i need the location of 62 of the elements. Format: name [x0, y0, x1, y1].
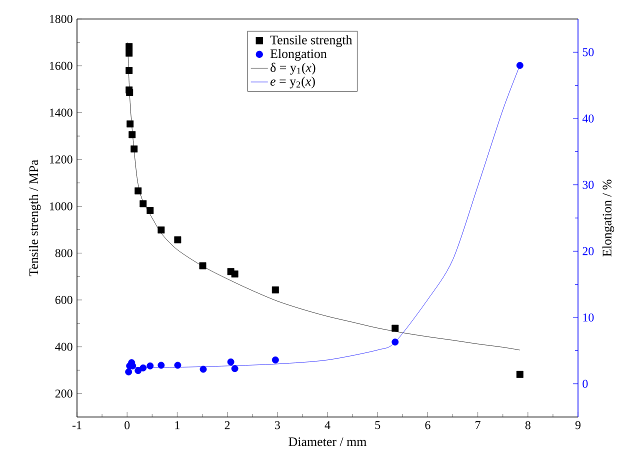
- point: [158, 362, 165, 369]
- point: [140, 364, 147, 372]
- point: [200, 366, 207, 373]
- x-tick-label: 5: [375, 421, 380, 430]
- x-tick-label: 2: [224, 421, 230, 430]
- x-tick-label: -1: [72, 421, 82, 430]
- x-tick-label: 6: [425, 421, 430, 430]
- point: [126, 43, 133, 50]
- x-tick-label: 7: [476, 421, 480, 430]
- y-tick-label: 1800: [50, 14, 72, 24]
- point: [392, 324, 399, 332]
- point: [128, 131, 136, 138]
- y-tick-label: 1600: [50, 62, 72, 70]
- y2-tick-label: 0: [582, 380, 588, 388]
- point: [199, 262, 206, 270]
- y2-tick-label: 40: [582, 114, 594, 123]
- point: [126, 67, 133, 74]
- point: [174, 362, 182, 369]
- point: [516, 62, 524, 69]
- point: [272, 356, 279, 364]
- legend-label: δ = y$_{1}$(x): [270, 62, 316, 75]
- legend-label: Tensile strength: [270, 35, 352, 48]
- point: [134, 187, 142, 194]
- y2-tick-label: 30: [582, 180, 594, 189]
- point: [272, 286, 279, 294]
- point: [392, 338, 399, 346]
- y2-axis-title: Elongation / %: [602, 180, 614, 256]
- point: [125, 368, 132, 376]
- point: [231, 365, 238, 372]
- y2-tick-label: 20: [582, 247, 594, 256]
- point: [158, 226, 165, 234]
- x-tick-label: 0: [124, 421, 130, 430]
- point: [140, 200, 147, 208]
- y-tick-label: 1200: [50, 155, 72, 164]
- y-tick-label: 800: [55, 249, 72, 258]
- point: [516, 370, 524, 378]
- x-tick-label: 8: [525, 421, 530, 430]
- point: [146, 362, 154, 370]
- y2-tick-label: 50: [582, 48, 594, 56]
- point: [130, 145, 138, 152]
- y-tick-label: 1400: [50, 108, 72, 117]
- point: [231, 270, 238, 278]
- y-axis-title: Tensile strength / MPa: [28, 160, 41, 276]
- point: [174, 236, 182, 244]
- point: [126, 50, 133, 57]
- x-axis-title: Diameter / mm: [288, 437, 367, 446]
- point: [126, 89, 134, 96]
- x-tick-label: 4: [324, 421, 330, 430]
- y-tick-label: 200: [55, 390, 72, 398]
- y-tick-label: 1000: [50, 202, 72, 210]
- y2-tick-label: 10: [583, 313, 594, 322]
- y-tick-label: 400: [55, 342, 72, 351]
- legend-label: Elongation: [270, 48, 327, 61]
- x-tick-label: 1: [175, 421, 180, 430]
- point: [146, 207, 154, 214]
- point: [126, 120, 134, 128]
- legend-label: e = y$_{2}$(x): [270, 76, 315, 88]
- point: [227, 358, 234, 366]
- point: [134, 367, 142, 374]
- x-tick-label: 3: [274, 421, 280, 430]
- x-tick-label: 9: [575, 421, 581, 430]
- y-tick-label: 600: [55, 296, 72, 304]
